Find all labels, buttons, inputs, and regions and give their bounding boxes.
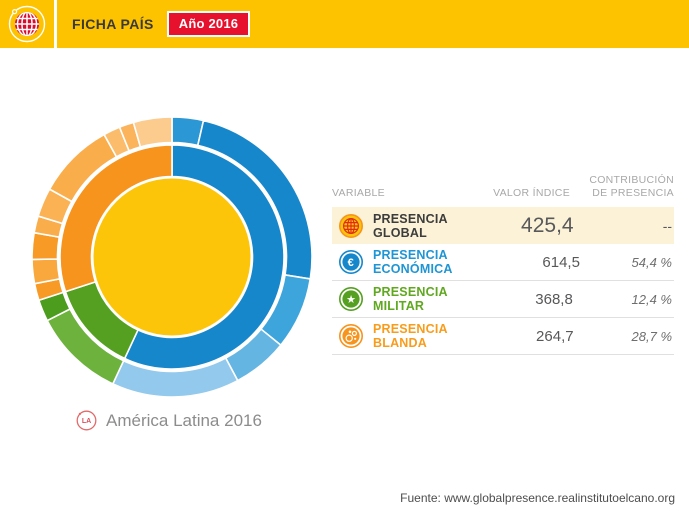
column-header-variable: VARIABLE [332, 187, 385, 200]
row-value: 368,8 [535, 290, 573, 308]
page-title: FICHA PAÍS [72, 16, 154, 32]
row-contribution: 12,4 % [631, 291, 672, 307]
chart-legend-label: América Latina 2016 [106, 410, 262, 430]
presence-sunburst-chart[interactable] [22, 107, 322, 407]
chart-legend: LA América Latina 2016 [76, 410, 262, 431]
inner-ring-segment-soft[interactable] [59, 144, 173, 293]
globe-logo-icon [8, 5, 46, 43]
year-badge: Año 2016 [166, 11, 251, 37]
row-label: PRESENCIA ECONÓMICA [373, 248, 453, 277]
row-contribution: 54,4 % [631, 254, 672, 270]
svg-text:★: ★ [346, 293, 356, 306]
military-presence-icon: ★ [339, 287, 363, 312]
latin-america-icon: LA [76, 410, 97, 431]
table-row-global: PRESENCIA GLOBAL 425,4 -- [332, 207, 674, 245]
svg-text:€: € [348, 257, 354, 269]
table-row-soft: PRESENCIA BLANDA 264,7 28,7 % [332, 318, 674, 356]
presence-index-table: VARIABLE VALOR ÍNDICE CONTRIBUCIÓN DE PR… [332, 174, 674, 356]
table-header-row: VARIABLE VALOR ÍNDICE CONTRIBUCIÓN DE PR… [332, 174, 674, 207]
soft-presence-icon [339, 324, 363, 349]
column-header-valor-indice: VALOR ÍNDICE [493, 187, 570, 200]
row-label: PRESENCIA BLANDA [373, 322, 448, 351]
row-contribution: 28,7 % [631, 328, 673, 344]
table-row-military: ★ PRESENCIA MILITAR 368,8 12,4 % [332, 281, 674, 319]
row-value: 425,4 [521, 213, 574, 237]
row-value: 614,5 [542, 253, 580, 271]
source-credit: Fuente: www.globalpresence.realinstituto… [400, 491, 675, 505]
app-header: FICHA PAÍS Año 2016 [0, 0, 689, 48]
outer-ring-segment-soft-var-9[interactable] [132, 116, 173, 148]
row-value: 264,7 [536, 327, 574, 345]
global-presence-icon [339, 213, 363, 238]
economic-presence-icon: € [339, 250, 363, 275]
sunburst-center[interactable] [93, 178, 251, 336]
row-label: PRESENCIA MILITAR [373, 285, 448, 314]
row-contribution: -- [662, 217, 673, 234]
logo-box [0, 0, 57, 48]
column-header-contribucion: CONTRIBUCIÓN DE PRESENCIA [589, 174, 674, 200]
row-label: PRESENCIA GLOBAL [373, 211, 448, 240]
outer-ring-segment-soft-var-2[interactable] [31, 258, 61, 285]
table-row-economic: € PRESENCIA ECONÓMICA 614,5 54,4 % [332, 244, 674, 282]
inner-ring-segment-economic[interactable] [123, 144, 285, 370]
svg-text:LA: LA [82, 418, 91, 425]
